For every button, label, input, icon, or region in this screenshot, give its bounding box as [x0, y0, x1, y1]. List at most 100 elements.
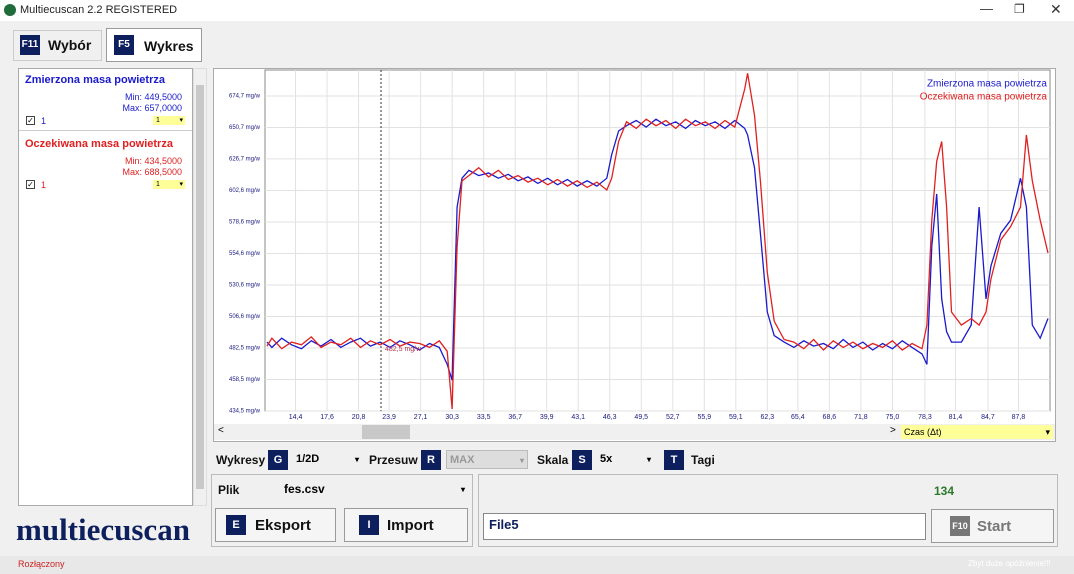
legend-entry: Oczekiwana masa powietrza: [920, 92, 1048, 103]
horizontal-scrollbar[interactable]: < > Czas (Δt) ▾: [214, 424, 1055, 440]
y-tick-label: 482,5 mg/w: [229, 346, 261, 352]
maximize[interactable]: ❐: [1014, 2, 1025, 16]
shift-label: Przesuw: [369, 453, 418, 467]
y-tick-label: 506,6 mg/w: [229, 314, 261, 320]
checkbox-label: 1: [41, 180, 47, 190]
x-tick-label: 71,8: [854, 414, 868, 421]
status-bar: Rozłączony Zbyt duże opóźnienie!!!: [0, 556, 1074, 574]
button-label: Import: [387, 517, 434, 534]
scale-select[interactable]: 1 ▾: [153, 180, 185, 189]
x-tick-label: 27,1: [414, 414, 428, 421]
x-tick-label: 39,9: [540, 414, 554, 421]
y-tick-label: 626,7 mg/w: [229, 157, 261, 163]
tab-label: Wykres: [144, 38, 194, 54]
y-tick-label: 530,6 mg/w: [229, 283, 261, 289]
signal-list: Zmierzona masa powietrza Min: 449,5000 M…: [18, 68, 193, 506]
x-tick-label: 78,3: [918, 414, 932, 421]
minimize[interactable]: —: [980, 1, 993, 16]
legend-entry: Zmierzona masa powietrza: [927, 79, 1047, 90]
session-name[interactable]: File5: [483, 513, 926, 540]
close[interactable]: ✕: [1050, 1, 1062, 17]
axis-select-value: Czas (Δt): [904, 427, 942, 437]
x-tick-label: 14,4: [289, 414, 303, 421]
y-tick-label: 434,5 mg/w: [229, 409, 261, 415]
signal-min: Min: 449,5000: [124, 92, 182, 102]
key-badge: R: [421, 450, 441, 470]
signal-item[interactable]: Oczekiwana masa powietrza Min: 434,5000 …: [19, 133, 192, 195]
signal-max: Max: 657,0000: [122, 103, 182, 113]
signal-max: Max: 688,5000: [122, 167, 182, 177]
x-tick-label: 17,6: [320, 414, 334, 421]
tab-chart[interactable]: F5 Wykres: [106, 28, 202, 62]
start-button[interactable]: F10 Start: [931, 509, 1054, 543]
scroll-thumb[interactable]: [196, 85, 204, 489]
key-badge: T: [664, 450, 684, 470]
app-icon: [4, 4, 16, 16]
x-tick-label: 75,0: [886, 414, 900, 421]
x-tick-label: 33,5: [477, 414, 491, 421]
checkbox[interactable]: ✓: [26, 116, 35, 125]
button-label: Start: [977, 518, 1012, 535]
import-button[interactable]: I Import: [344, 508, 468, 542]
series-line: [266, 73, 1049, 410]
x-tick-label: 46,3: [603, 414, 617, 421]
signal-min: Min: 434,5000: [124, 156, 182, 166]
charts-select[interactable]: 1/2D ▾: [290, 450, 362, 469]
x-tick-label: 81,4: [949, 414, 963, 421]
x-tick-label: 87,8: [1012, 414, 1026, 421]
scroll-thumb[interactable]: [362, 425, 410, 439]
window-title: Multiecuscan 2.2 REGISTERED: [20, 4, 178, 16]
shift-select[interactable]: MAX ▾: [446, 450, 528, 469]
series-line: [266, 118, 1049, 381]
file-panel: Plik fes.csv ▾ E Eksport I Import: [211, 474, 473, 547]
key-badge: F10: [950, 516, 970, 536]
x-tick-label: 20,8: [352, 414, 366, 421]
plot-background: [264, 69, 1051, 412]
key-badge: I: [359, 515, 379, 535]
checkbox-label: 1: [41, 116, 47, 126]
checkbox[interactable]: ✓: [26, 180, 35, 189]
scrollbar[interactable]: [193, 68, 207, 506]
x-tick-label: 84,7: [981, 414, 995, 421]
y-tick-label: 554,6 mg/w: [229, 251, 261, 257]
logo: multiecuscan: [16, 512, 190, 547]
tab-key: F5: [114, 35, 134, 55]
axis-select[interactable]: Czas (Δt) ▾: [901, 425, 1053, 439]
tab-label: Wybór: [48, 37, 92, 53]
x-tick-label: 65,4: [791, 414, 805, 421]
x-tick-label: 43,1: [571, 414, 585, 421]
signal-item[interactable]: Zmierzona masa powietrza Min: 449,5000 M…: [19, 69, 192, 131]
y-tick-label: 602,6 mg/w: [229, 188, 261, 194]
x-tick-label: 36,7: [508, 414, 522, 421]
x-tick-label: 49,5: [634, 414, 648, 421]
y-tick-label: 674,7 mg/w: [229, 94, 261, 100]
key-badge: S: [572, 450, 592, 470]
file-name: fes.csv: [284, 482, 325, 496]
button-label: Eksport: [255, 517, 311, 534]
y-tick-label: 458,5 mg/w: [229, 377, 261, 383]
shift-value: MAX: [450, 454, 475, 466]
scale-select[interactable]: 1 ▾: [153, 116, 185, 125]
counter: 134: [934, 484, 955, 498]
session-panel: 134 File5 F10 Start: [478, 474, 1058, 547]
status-state: Rozłączony: [18, 559, 65, 569]
x-tick-label: 59,1: [729, 414, 743, 421]
y-tick-label: 578,6 mg/w: [229, 220, 261, 226]
scale-select[interactable]: 5x ▾: [594, 450, 654, 469]
x-tick-label: 23,9: [382, 414, 396, 421]
tab-selection[interactable]: F11 Wybór: [13, 30, 102, 61]
file-select[interactable]: fes.csv ▾: [278, 480, 468, 499]
key-badge: E: [226, 515, 246, 535]
scale-value: 5x: [600, 453, 613, 465]
file-label: Plik: [218, 483, 240, 497]
title-bar: Multiecuscan 2.2 REGISTERED — ❐ ✕: [0, 0, 1074, 21]
x-tick-label: 55,9: [697, 414, 711, 421]
tags-label[interactable]: Tagi: [691, 453, 715, 467]
y-tick-label: 650,7 mg/w: [229, 125, 261, 131]
export-button[interactable]: E Eksport: [215, 508, 336, 542]
signal-name: Zmierzona masa powietrza: [25, 74, 165, 86]
charts-label: Wykresy: [216, 453, 266, 467]
scale-value: 1: [156, 181, 160, 188]
scale-value: 1: [156, 117, 160, 124]
